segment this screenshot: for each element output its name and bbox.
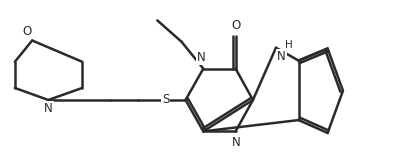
Text: N: N (44, 102, 53, 115)
Text: N: N (232, 136, 241, 149)
Text: H: H (285, 39, 292, 49)
Text: O: O (231, 19, 240, 33)
Text: N: N (197, 51, 206, 64)
Text: S: S (162, 94, 170, 106)
Text: O: O (22, 25, 31, 38)
Text: N: N (277, 50, 286, 63)
